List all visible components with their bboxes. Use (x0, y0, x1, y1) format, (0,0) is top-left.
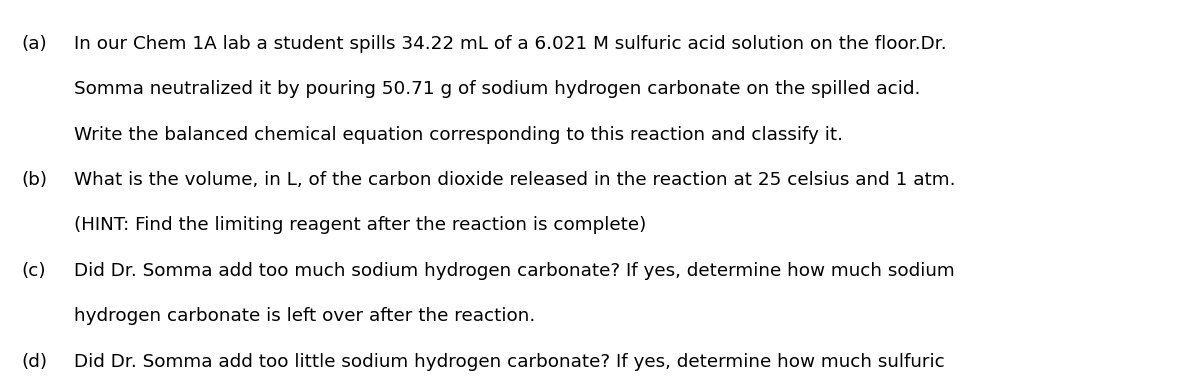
Text: Did Dr. Somma add too little sodium hydrogen carbonate? If yes, determine how mu: Did Dr. Somma add too little sodium hydr… (74, 353, 946, 371)
Text: (c): (c) (22, 262, 47, 280)
Text: In our Chem 1A lab a student spills 34.22 mL of a 6.021 M sulfuric acid solution: In our Chem 1A lab a student spills 34.2… (74, 35, 947, 53)
Text: What is the volume, in L, of the carbon dioxide released in the reaction at 25 c: What is the volume, in L, of the carbon … (74, 171, 956, 189)
Text: (HINT: Find the limiting reagent after the reaction is complete): (HINT: Find the limiting reagent after t… (74, 216, 647, 234)
Text: Did Dr. Somma add too much sodium hydrogen carbonate? If yes, determine how much: Did Dr. Somma add too much sodium hydrog… (74, 262, 955, 280)
Text: (a): (a) (22, 35, 47, 53)
Text: Write the balanced chemical equation corresponding to this reaction and classify: Write the balanced chemical equation cor… (74, 126, 844, 144)
Text: hydrogen carbonate is left over after the reaction.: hydrogen carbonate is left over after th… (74, 307, 535, 325)
Text: (b): (b) (22, 171, 48, 189)
Text: (d): (d) (22, 353, 48, 371)
Text: Somma neutralized it by pouring 50.71 g of sodium hydrogen carbonate on the spil: Somma neutralized it by pouring 50.71 g … (74, 80, 920, 98)
